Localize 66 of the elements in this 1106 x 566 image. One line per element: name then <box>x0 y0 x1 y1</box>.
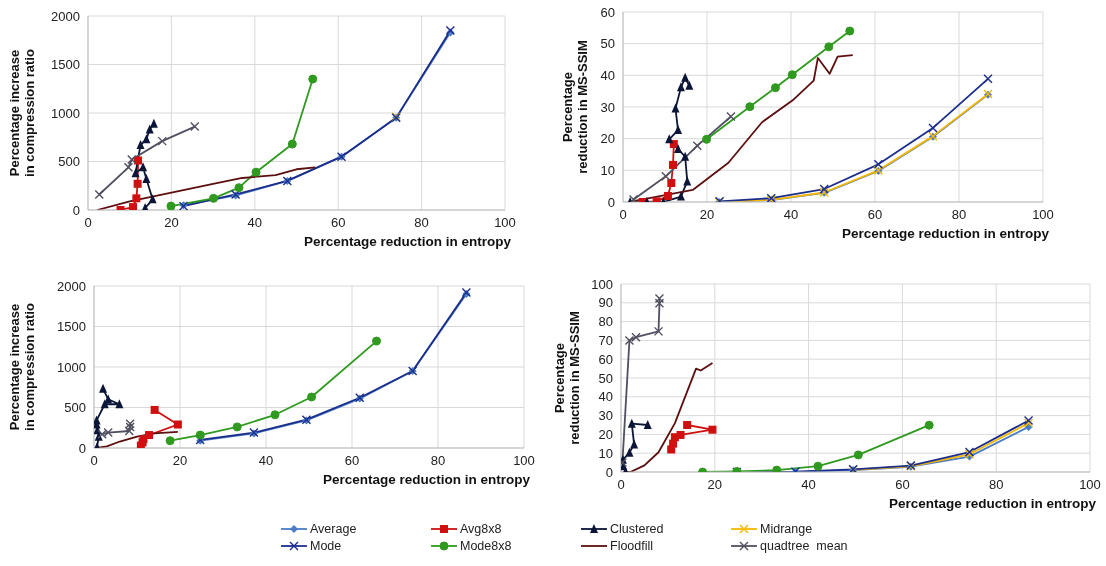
x-tick-label: 20 <box>707 477 723 493</box>
x-tick-label: 20 <box>164 215 179 231</box>
y-tick-label: 1500 <box>51 57 80 73</box>
y-tick-label: 60 <box>600 4 615 20</box>
x-tick-label: 80 <box>414 215 429 231</box>
x-tick-label: 60 <box>344 453 360 469</box>
x-tick-label: 80 <box>988 477 1004 493</box>
y-tick-label: 50 <box>600 36 615 52</box>
x-tick-label: 80 <box>430 453 446 469</box>
y-tick-label: 0 <box>78 440 86 456</box>
legend-label: Mode8x8 <box>460 539 512 553</box>
y-tick-label: 1000 <box>57 359 86 375</box>
y-tick-label: 0 <box>605 464 613 480</box>
x-tick-label: 60 <box>895 477 910 493</box>
y-tick-label: 50 <box>598 370 613 386</box>
x-tick-label: 60 <box>330 215 346 231</box>
x-axis-title: Percentage reduction in entropy <box>303 234 511 249</box>
x-axis-title: Percentage reduction in entropy <box>888 496 1096 511</box>
legend-label: quadtree mean <box>760 539 848 553</box>
legend-label: Midrange <box>760 522 813 536</box>
x-tick-label: 0 <box>617 477 625 493</box>
y-axis-title: Percentage reduction in MS-SSIM <box>560 40 590 174</box>
y-axis-title: Percentage increase in compression ratio <box>7 303 37 431</box>
y-tick-label: 70 <box>598 333 613 349</box>
legend-label: Floodfill <box>610 539 654 553</box>
x-axis-title: Percentage reduction in entropy <box>841 226 1049 241</box>
x-tick-label: 20 <box>172 453 188 469</box>
x-tick-label: 100 <box>1032 207 1054 223</box>
y-tick-label: 500 <box>64 400 86 416</box>
y-tick-label: 500 <box>58 154 80 170</box>
y-tick-label: 30 <box>598 408 613 424</box>
y-tick-label: 10 <box>600 162 615 178</box>
y-tick-label: 100 <box>591 276 613 292</box>
legend-label: Clustered <box>610 522 664 536</box>
x-tick-label: 60 <box>867 207 883 223</box>
x-tick-label: 100 <box>1079 477 1101 493</box>
legend-label: Avg8x8 <box>460 522 502 536</box>
y-tick-label: 1000 <box>51 105 80 121</box>
legend-label: Mode <box>310 539 342 553</box>
y-axis-title: Percentage increase in compression ratio <box>7 49 37 177</box>
y-tick-label: 1500 <box>57 319 86 335</box>
y-tick-label: 0 <box>607 194 615 210</box>
x-tick-label: 0 <box>619 207 627 223</box>
y-tick-label: 20 <box>598 427 613 443</box>
y-tick-label: 30 <box>600 99 615 115</box>
x-axis-title: Percentage reduction in entropy <box>322 472 530 487</box>
x-tick-label: 40 <box>801 477 816 493</box>
x-tick-label: 20 <box>699 207 715 223</box>
x-tick-label: 40 <box>247 215 263 231</box>
y-tick-label: 2000 <box>51 8 80 24</box>
x-tick-label: 0 <box>90 453 98 469</box>
y-tick-label: 80 <box>598 314 613 330</box>
y-tick-label: 40 <box>600 67 615 83</box>
x-tick-label: 100 <box>513 453 535 469</box>
x-tick-label: 100 <box>494 215 516 231</box>
y-tick-label: 40 <box>598 389 613 405</box>
x-tick-label: 80 <box>951 207 967 223</box>
y-tick-label: 90 <box>598 295 613 311</box>
y-axis-title: Percentage reduction in MS-SSIM <box>552 311 582 445</box>
y-tick-label: 20 <box>600 131 615 147</box>
x-tick-label: 40 <box>783 207 799 223</box>
y-tick-label: 10 <box>598 445 613 461</box>
y-tick-label: 60 <box>598 351 613 367</box>
legend-label: Average <box>310 522 357 536</box>
x-tick-label: 40 <box>258 453 274 469</box>
y-tick-label: 2000 <box>57 278 86 294</box>
